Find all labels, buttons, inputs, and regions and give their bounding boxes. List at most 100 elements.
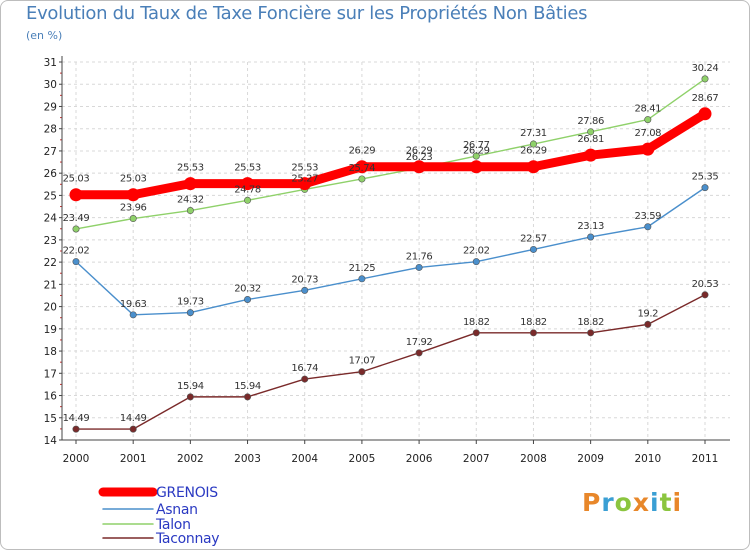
data-point-asnan (358, 275, 366, 283)
data-point-asnan (701, 184, 709, 192)
series-line-taconnay (75, 294, 706, 430)
data-label-talon: 25.27 (291, 173, 318, 184)
data-point-taconnay (644, 320, 652, 328)
data-label-asnan: 20.73 (291, 274, 318, 285)
y-tick-label: 16 (44, 391, 58, 403)
data-label-asnan: 22.57 (520, 233, 547, 244)
y-tick-label: 14 (44, 435, 58, 447)
data-label-asnan: 19.63 (120, 299, 147, 310)
data-label-grenois: 25.53 (234, 163, 261, 174)
series-line-grenois (71, 109, 710, 200)
data-label-taconnay: 14.49 (63, 413, 90, 424)
data-point-taconnay (129, 425, 137, 433)
data-point-taconnay (358, 368, 366, 376)
axes: 14 15 16 17 18 19 20 21 22 23 24 25 26 27 28 29 30 31 2000… (44, 56, 730, 465)
legend-label-grenois: GRENOIS (156, 485, 218, 501)
data-point-taconnay (472, 329, 480, 337)
data-label-asnan: 21.76 (406, 251, 433, 262)
data-point-asnan (129, 311, 137, 319)
x-tick-label: 2005 (349, 453, 376, 465)
series-layer (69, 75, 712, 433)
data-label-talon: 23.49 (63, 213, 90, 224)
data-label-asnan: 22.02 (463, 246, 490, 257)
x-tick-label: 2010 (634, 453, 661, 465)
data-label-taconnay: 15.94 (177, 381, 204, 392)
data-point-grenois (698, 107, 712, 121)
x-tick-label: 2007 (463, 453, 490, 465)
y-tick-label: 25 (44, 190, 57, 202)
data-point-talon (72, 225, 80, 233)
data-label-taconnay: 18.82 (520, 317, 547, 328)
data-point-grenois (584, 148, 598, 162)
data-point-asnan (415, 263, 423, 271)
y-tick-label: 19 (44, 324, 57, 336)
data-label-asnan: 25.35 (692, 172, 719, 183)
data-label-talon: 26.23 (406, 152, 433, 163)
data-label-asnan: 23.13 (577, 221, 604, 232)
data-point-grenois (412, 160, 426, 174)
y-tick-label: 29 (44, 101, 57, 113)
data-point-asnan (244, 295, 252, 303)
y-tick-label: 31 (44, 57, 57, 69)
unit-label: (en %) (26, 29, 63, 42)
data-point-taconnay (301, 375, 309, 383)
y-tick-label: 20 (44, 302, 57, 314)
logo-letter: i (672, 488, 683, 517)
y-tick-label: 24 (44, 213, 58, 225)
data-label-asnan: 21.25 (349, 263, 376, 274)
data-label-asnan: 19.73 (177, 297, 204, 308)
data-label-grenois: 25.53 (177, 163, 204, 174)
data-label-taconnay: 19.2 (637, 308, 658, 319)
y-tick-label: 30 (44, 79, 57, 91)
y-tick-label: 15 (44, 413, 57, 425)
logo-letter: P (582, 488, 602, 517)
data-label-talon: 24.32 (177, 195, 204, 206)
data-point-grenois (526, 160, 540, 174)
data-point-talon (587, 128, 595, 136)
y-tick-label: 22 (44, 257, 57, 269)
x-tick-label: 2009 (577, 453, 604, 465)
x-tick-label: 2008 (520, 453, 547, 465)
data-point-talon (644, 116, 652, 124)
x-tick-label: 2003 (234, 453, 261, 465)
data-label-talon: 25.74 (349, 163, 376, 174)
data-labels: 14.49 14.49 15.94 15.94 16.74 17.07 17.92 18.82… (63, 63, 719, 424)
logo-letter: r (601, 488, 615, 517)
data-point-taconnay (587, 329, 595, 337)
data-point-taconnay (244, 393, 252, 401)
data-label-taconnay: 16.74 (291, 363, 318, 374)
y-tick-label: 17 (44, 368, 57, 380)
x-tick-label: 2006 (406, 453, 433, 465)
data-label-talon: 23.96 (120, 203, 147, 214)
data-point-talon (701, 75, 709, 83)
data-point-talon (129, 215, 137, 223)
legend-label-talon: Talon (155, 517, 191, 533)
x-tick-label: 2011 (692, 453, 719, 465)
data-label-grenois: 25.03 (120, 174, 147, 185)
data-point-taconnay (186, 393, 194, 401)
data-label-asnan: 20.32 (234, 283, 261, 294)
data-label-grenois: 26.29 (349, 146, 376, 157)
grid (62, 61, 730, 441)
data-label-grenois: 25.03 (63, 174, 90, 185)
data-label-taconnay: 15.94 (234, 381, 261, 392)
data-label-asnan: 23.59 (634, 211, 661, 222)
data-point-talon (472, 152, 480, 160)
data-label-taconnay: 18.82 (463, 317, 490, 328)
data-point-asnan (644, 223, 652, 231)
data-point-talon (358, 175, 366, 183)
data-point-asnan (529, 245, 537, 253)
data-point-grenois (126, 188, 140, 202)
data-label-talon: 24.78 (234, 184, 261, 195)
data-label-talon: 27.86 (577, 116, 604, 127)
logo-letter: t (659, 488, 673, 517)
data-label-grenois: 26.29 (406, 146, 433, 157)
y-tick-label: 28 (44, 124, 57, 136)
data-point-grenois (641, 142, 655, 156)
data-point-taconnay (72, 425, 80, 433)
data-label-talon: 28.41 (634, 104, 661, 115)
y-tick-label: 26 (44, 168, 58, 180)
data-point-talon (529, 140, 537, 148)
